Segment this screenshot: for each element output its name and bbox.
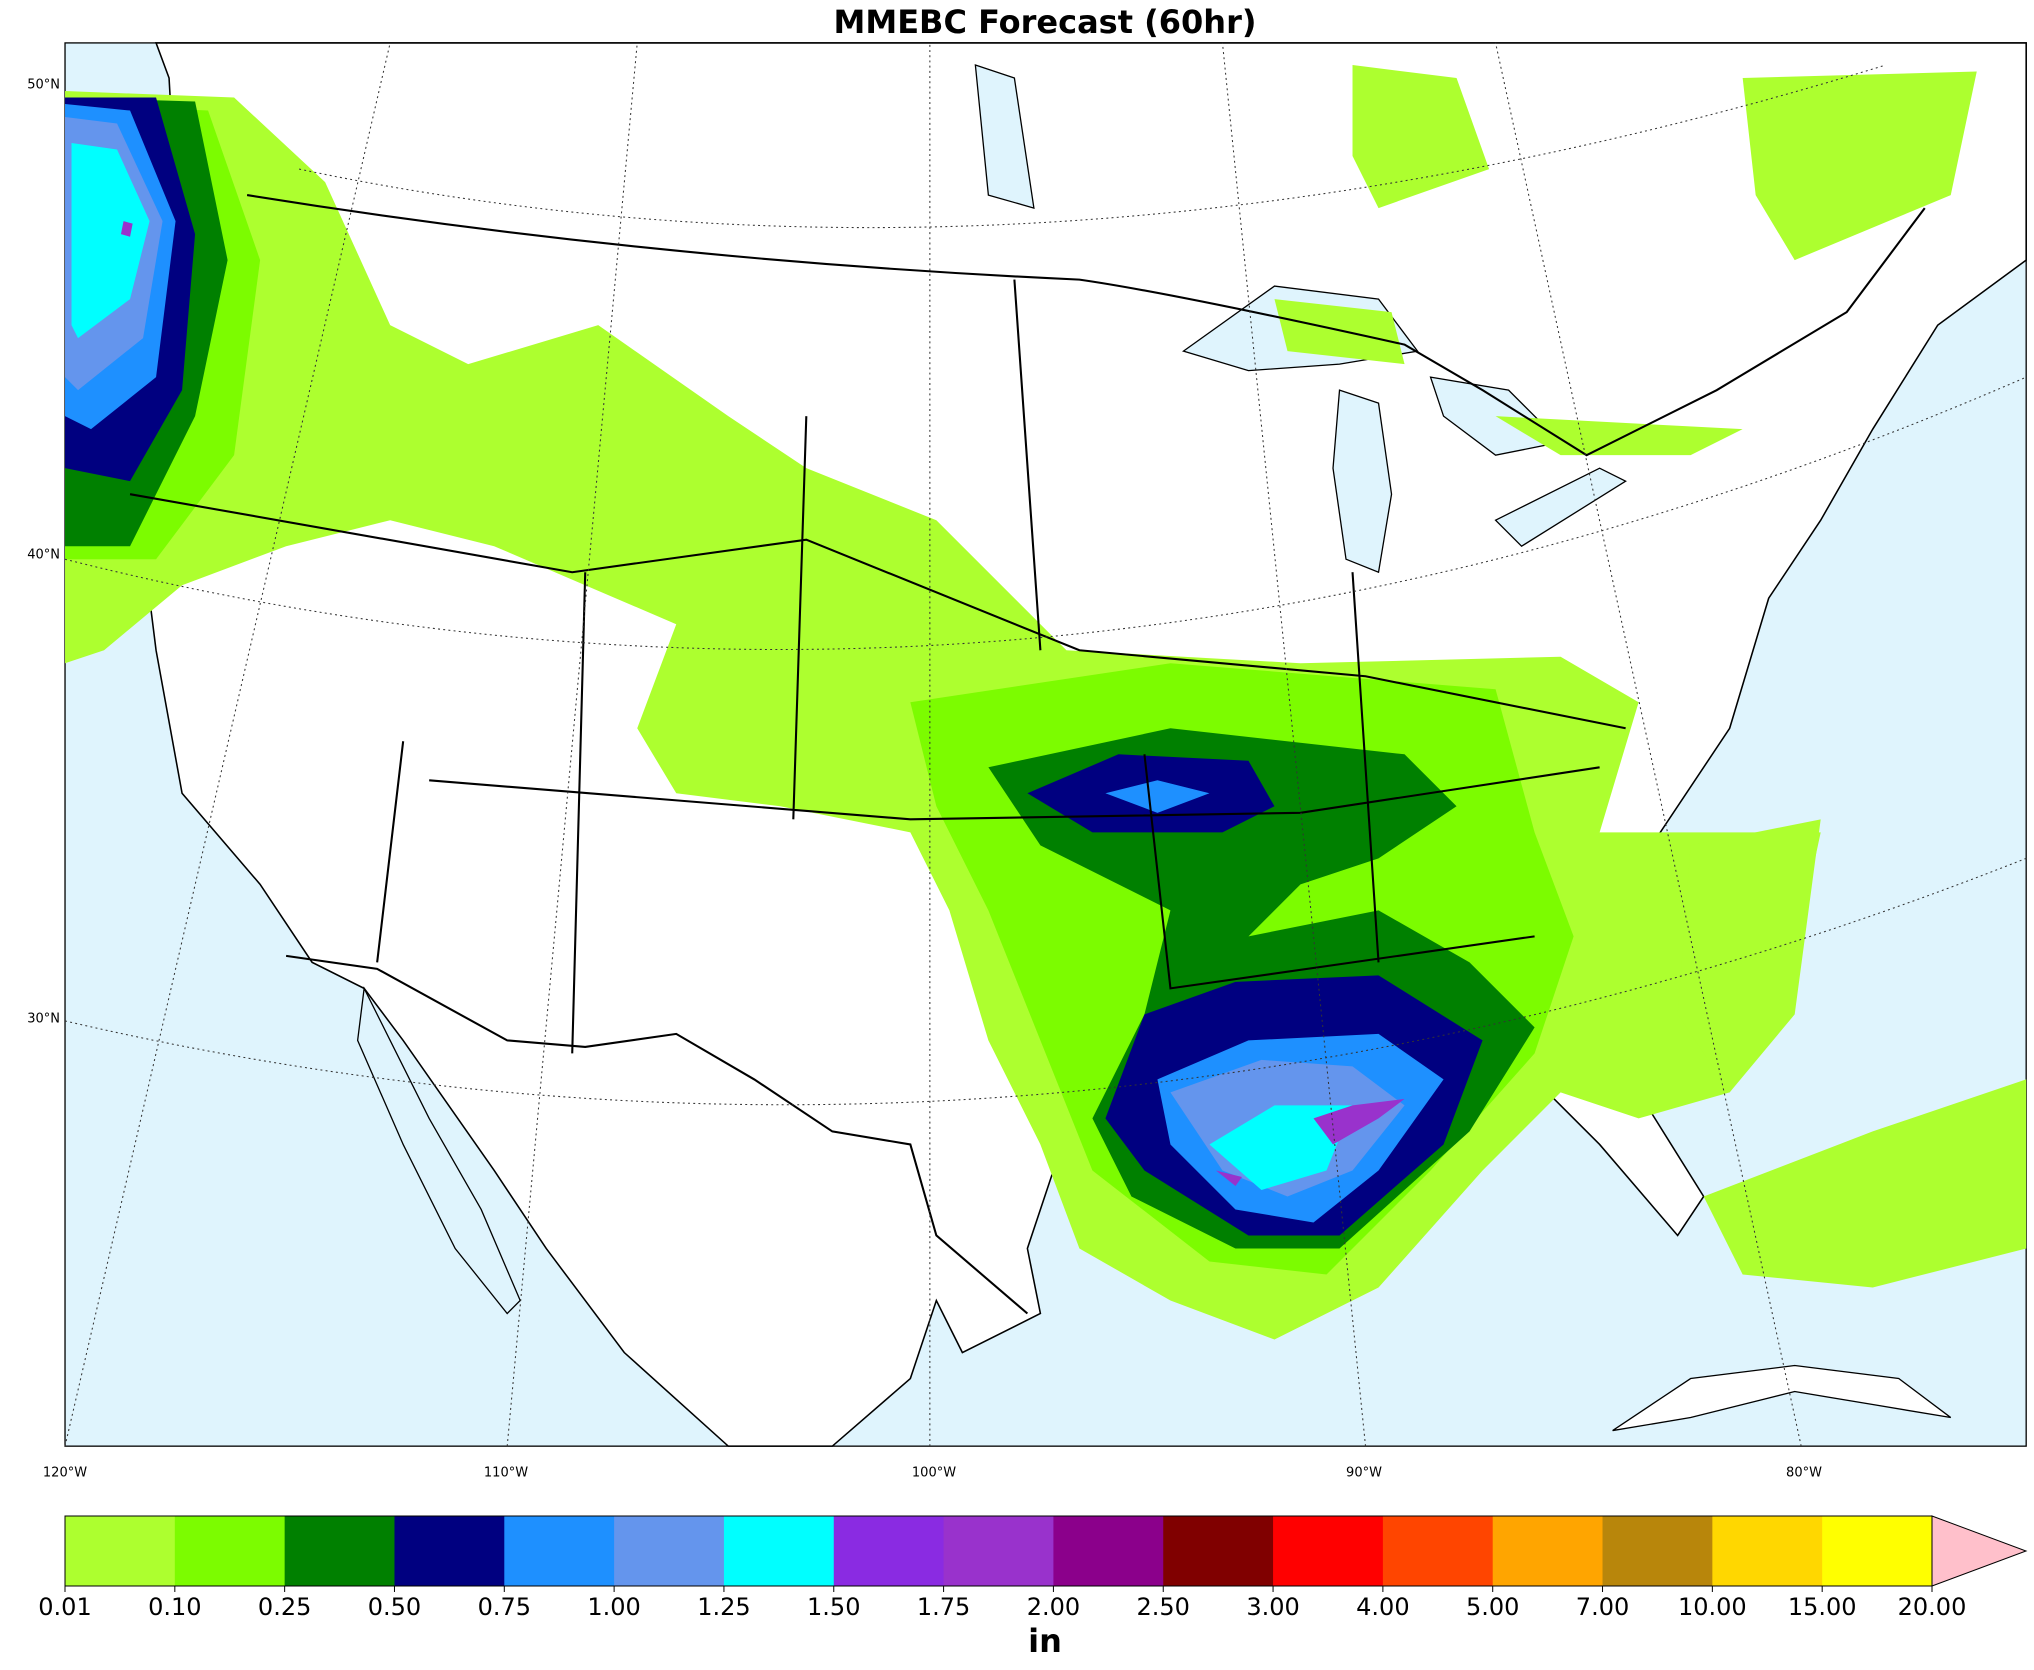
- axis-labels: 50°N 40°N 30°N 120°W 110°W 100°W 90°W 80°W: [27, 78, 1822, 1481]
- colorbar-tick-label: 0.10: [148, 1593, 201, 1621]
- lon-label: 90°W: [1346, 1466, 1382, 1481]
- colorbar-segment: [174, 1516, 286, 1586]
- colorbar-tick-label: 10.00: [1678, 1593, 1747, 1621]
- map: [64, 42, 2027, 1447]
- colorbar-segment: [943, 1516, 1054, 1586]
- graticule: [64, 42, 2027, 1447]
- colorbar-tick-label: 0.01: [38, 1593, 91, 1621]
- colorbar-tick-label: 1.75: [917, 1593, 970, 1621]
- colorbar-segment: [1053, 1516, 1164, 1586]
- colorbar-tick-label: 2.00: [1027, 1593, 1080, 1621]
- colorbar-tick-label: 2.50: [1137, 1593, 1190, 1621]
- colorbar-segment: [394, 1516, 505, 1586]
- colorbar-segment: [65, 1516, 176, 1586]
- colorbar: 0.01 0.10 0.25 0.50 0.75 1.00 1.25 1.50 1.75 2.00…: [38, 1515, 2028, 1660]
- cuba: [1612, 1364, 1952, 1432]
- colorbar-tick-label: 1.50: [807, 1593, 860, 1621]
- lon-label: 80°W: [1786, 1466, 1822, 1481]
- lat-label: 30°N: [27, 1012, 60, 1027]
- colorbar-segment: [723, 1516, 835, 1586]
- colorbar-segment: [1712, 1516, 1823, 1586]
- lon-label: 100°W: [912, 1466, 956, 1481]
- colorbar-segment: [504, 1516, 615, 1586]
- colorbar-segment: [1382, 1516, 1494, 1586]
- map-title: MMEBC Forecast (60hr): [834, 3, 1257, 41]
- colorbar-tick-label: 0.25: [258, 1593, 311, 1621]
- colorbar-tick-label: 20.00: [1898, 1593, 1967, 1621]
- colorbar-tick-label: 3.00: [1246, 1593, 1299, 1621]
- colorbar-segment: [833, 1516, 945, 1586]
- lon-label: 110°W: [484, 1466, 528, 1481]
- boundaries: [129, 194, 1926, 1315]
- colorbar-tick-label: 0.75: [478, 1593, 531, 1621]
- colorbar-segment: [1492, 1516, 1604, 1586]
- colorbar-tick-label: 7.00: [1576, 1593, 1629, 1621]
- colorbar-segment: [1163, 1516, 1274, 1586]
- colorbar-segment: [614, 1516, 725, 1586]
- colorbar-tick-label: 5.00: [1466, 1593, 1519, 1621]
- colorbar-frame: [64, 1515, 1933, 1587]
- colorbar-unit: in: [1028, 1622, 1062, 1660]
- colorbar-segment: [1602, 1516, 1713, 1586]
- lat-label: 40°N: [27, 548, 60, 563]
- colorbar-tick-label: 15.00: [1788, 1593, 1857, 1621]
- colorbar-tick-label: 1.00: [587, 1593, 640, 1621]
- gulf-california: [356, 986, 521, 1315]
- colorbar-tick-label: 0.50: [368, 1593, 421, 1621]
- colorbar-tick-label: 4.00: [1356, 1593, 1409, 1621]
- colorbar-segment: [1273, 1516, 1384, 1586]
- lat-label: 50°N: [27, 78, 60, 93]
- colorbar-segment: [1822, 1516, 1933, 1586]
- colorbar-extend: [1931, 1515, 2028, 1587]
- colorbar-segment: [284, 1516, 395, 1586]
- colorbar-tick-label: 1.25: [697, 1593, 750, 1621]
- lon-label: 120°W: [43, 1466, 87, 1481]
